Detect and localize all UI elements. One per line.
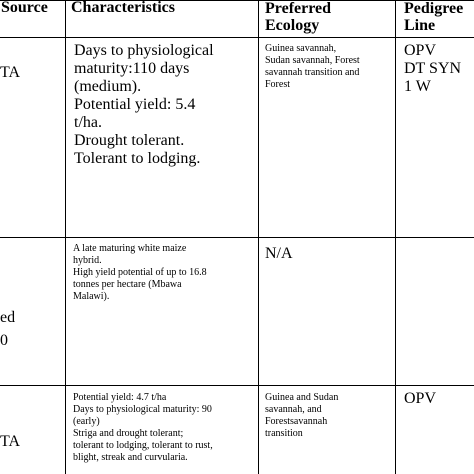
header-characteristics: Characteristics bbox=[66, 0, 257, 36]
row2-source: ed 0 bbox=[0, 238, 64, 385]
rule-row2-bottom bbox=[0, 385, 474, 386]
rule-row1-bottom bbox=[0, 237, 474, 238]
row1-char-line: maturity:110 days bbox=[74, 60, 190, 77]
header-source: Source bbox=[0, 0, 64, 36]
header-pedigree-line2: Line bbox=[404, 17, 436, 34]
row1-ecology: Guinea savannah, Sudan savannah, Forest … bbox=[259, 38, 394, 237]
row1-char-line: Tolerant to lodging. bbox=[74, 150, 201, 167]
header-ecology: Preferred Ecology bbox=[259, 0, 394, 36]
row3-eco-line: savannah, and bbox=[265, 404, 322, 415]
row1-eco-line: savannah transition and bbox=[265, 67, 360, 78]
row2-characteristics: A late maturing white maize hybrid. High… bbox=[66, 238, 257, 385]
row3-source-text: TA bbox=[0, 433, 21, 450]
row1-eco-line: Forest bbox=[265, 79, 290, 90]
row1-ped-line: 1 W bbox=[404, 78, 431, 95]
row3-char-line: blight, streak and curvularia. bbox=[73, 452, 188, 463]
row1-char-line: Potential yield: 5.4 bbox=[74, 96, 196, 113]
row2-char-line: hybrid. bbox=[73, 255, 102, 266]
row2-ecology: N/A bbox=[259, 238, 394, 385]
row2-char-line: A late maturing white maize bbox=[73, 243, 187, 254]
row1-char-line: Days to physiological bbox=[74, 42, 214, 59]
row3-pedigree: OPV bbox=[396, 386, 474, 474]
row3-char-line: Striga and drought tolerant; bbox=[73, 428, 184, 439]
rule-header-top bbox=[0, 0, 474, 1]
row2-source-text-line1: ed bbox=[0, 309, 16, 326]
row1-pedigree: OPV DT SYN 1 W bbox=[396, 38, 474, 237]
row1-source-text: TA bbox=[0, 64, 21, 81]
rule-col-ecology bbox=[395, 0, 396, 474]
header-ecology-line1: Preferred bbox=[265, 0, 332, 17]
row2-source-text-line2: 0 bbox=[0, 332, 8, 349]
row3-ped-line: OPV bbox=[404, 390, 437, 407]
row1-eco-line: Sudan savannah, Forest bbox=[265, 55, 360, 66]
row2-pedigree bbox=[396, 238, 474, 385]
row1-char-line: (medium). bbox=[74, 78, 142, 95]
header-ecology-line2: Ecology bbox=[265, 17, 320, 34]
row3-char-line: (early) bbox=[73, 416, 100, 427]
row3-characteristics: Potential yield: 4.7 t/ha Days to physio… bbox=[66, 386, 257, 474]
row3-source: TA bbox=[0, 386, 64, 474]
row3-ecology: Guinea and Sudan savannah, and Forestsav… bbox=[259, 386, 394, 474]
header-characteristics-label: Characteristics bbox=[71, 0, 175, 16]
row2-char-line: High yield potential of up to 16.8 bbox=[73, 267, 207, 278]
row3-char-line: Days to physiological maturity: 90 bbox=[73, 404, 212, 415]
row3-eco-line: transition bbox=[265, 428, 303, 439]
header-pedigree: Pedigree Line bbox=[396, 0, 474, 36]
row1-eco-line: Guinea savannah, bbox=[265, 43, 337, 54]
header-pedigree-line1: Pedigree bbox=[404, 0, 464, 17]
row1-char-line: t/ha. bbox=[74, 114, 102, 131]
row2-char-line: tonnes per hectare (Mbawa bbox=[73, 279, 182, 290]
row1-characteristics: Days to physiological maturity:110 days … bbox=[66, 38, 257, 237]
rule-col-characteristics bbox=[258, 0, 259, 474]
row1-ped-line: DT SYN bbox=[404, 60, 462, 77]
row2-eco-line: N/A bbox=[265, 245, 293, 262]
header-source-label: Source bbox=[1, 0, 48, 16]
row1-ped-line: OPV bbox=[404, 42, 437, 59]
row3-char-line: Potential yield: 4.7 t/ha bbox=[73, 392, 167, 403]
row1-source: TA bbox=[0, 38, 64, 237]
row3-eco-line: Guinea and Sudan bbox=[265, 392, 339, 403]
row1-char-line: Drought tolerant. bbox=[74, 132, 185, 149]
rule-header-bottom bbox=[0, 37, 474, 38]
row2-char-line: Malawi). bbox=[73, 291, 110, 302]
rule-col-source bbox=[65, 0, 66, 474]
row3-eco-line: Forestsavannah bbox=[265, 416, 328, 427]
row3-char-line: tolerant to lodging, tolerant to rust, bbox=[73, 440, 213, 451]
